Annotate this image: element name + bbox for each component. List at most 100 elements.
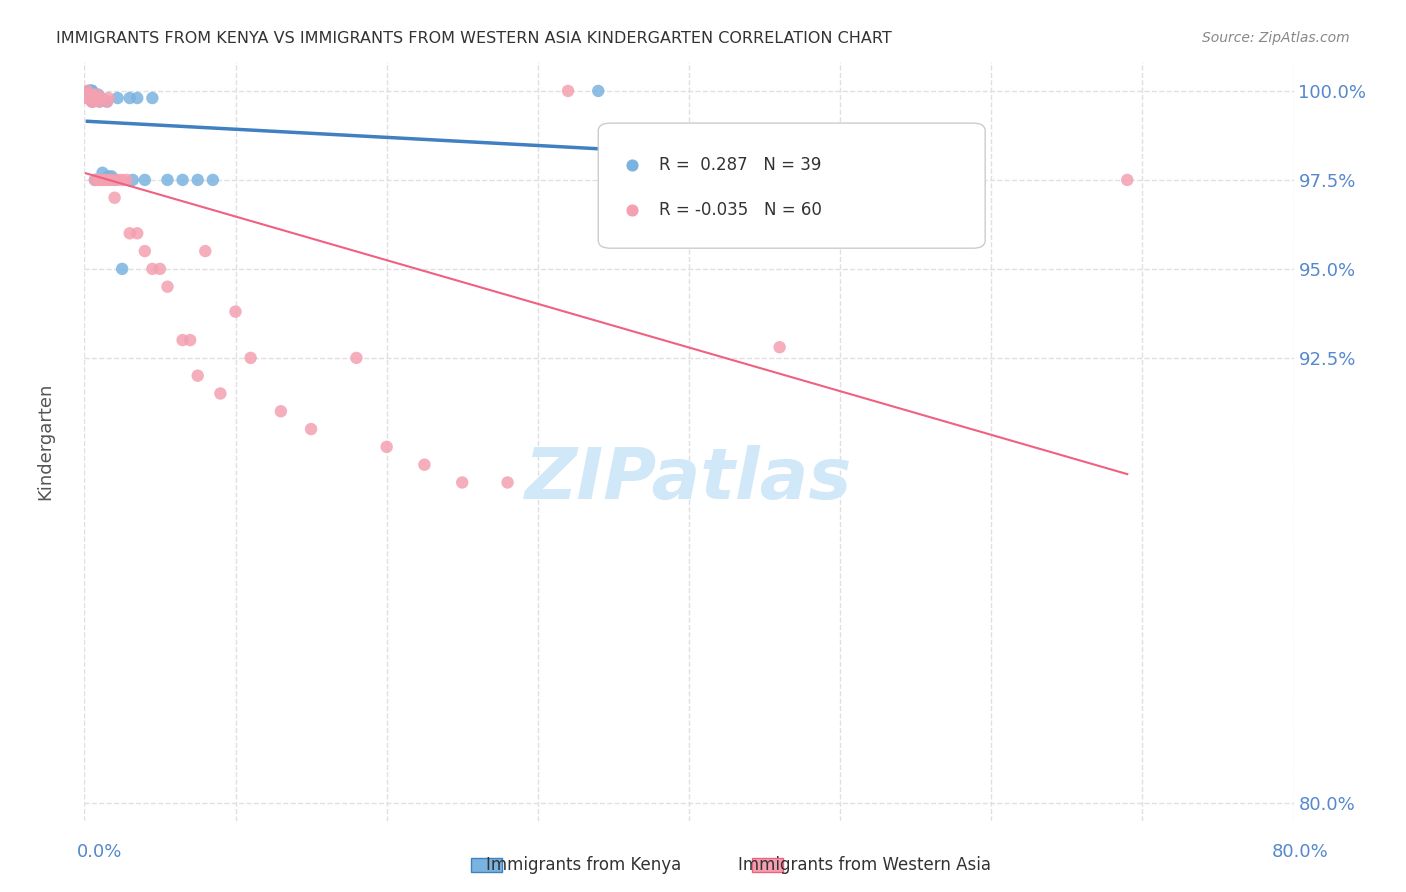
- Point: [80, 95, 103, 109]
- Point: [758, 778, 780, 792]
- Point: [104, 173, 127, 187]
- Text: ZIPatlas: ZIPatlas: [526, 445, 852, 514]
- Point: [86, 87, 108, 102]
- FancyBboxPatch shape: [599, 123, 986, 248]
- Point: [115, 173, 138, 187]
- Point: [96, 95, 118, 109]
- Point: [134, 173, 156, 187]
- Point: [90, 91, 112, 105]
- Point: [172, 173, 194, 187]
- Point: [87, 87, 110, 102]
- Point: [79, 91, 101, 105]
- Point: [97, 91, 120, 105]
- Point: [93, 173, 115, 187]
- Point: [107, 91, 129, 105]
- Point: [76, 87, 98, 102]
- Point: [80, 91, 103, 105]
- Point: [107, 173, 129, 187]
- Point: [588, 84, 610, 98]
- Point: [80, 84, 103, 98]
- Point: [89, 95, 111, 109]
- Text: Immigrants from Kenya: Immigrants from Kenya: [486, 856, 681, 874]
- Point: [79, 91, 101, 105]
- Text: Source: ZipAtlas.com: Source: ZipAtlas.com: [1202, 31, 1350, 45]
- Point: [270, 404, 292, 418]
- Text: R =  0.287   N = 39: R = 0.287 N = 39: [659, 156, 821, 174]
- Point: [82, 91, 104, 105]
- Point: [346, 351, 368, 365]
- Point: [375, 440, 398, 454]
- Text: R = -0.035   N = 60: R = -0.035 N = 60: [659, 202, 821, 219]
- Point: [97, 169, 120, 184]
- Point: [100, 173, 122, 187]
- Point: [118, 227, 141, 241]
- Point: [80, 87, 103, 102]
- Point: [100, 169, 122, 184]
- Point: [127, 91, 149, 105]
- Bar: [471, 858, 502, 872]
- Text: 0.0%: 0.0%: [77, 843, 122, 861]
- Point: [82, 91, 104, 105]
- Point: [111, 261, 134, 276]
- Point: [77, 87, 100, 102]
- Point: [79, 84, 101, 98]
- Point: [89, 173, 111, 187]
- Point: [84, 91, 107, 105]
- Point: [602, 173, 624, 187]
- Point: [80, 95, 103, 109]
- Point: [79, 84, 101, 98]
- Point: [91, 166, 114, 180]
- Point: [194, 244, 217, 259]
- Point: [89, 95, 111, 109]
- Point: [451, 475, 474, 490]
- Point: [118, 91, 141, 105]
- Point: [82, 95, 104, 109]
- Point: [413, 458, 436, 472]
- Point: [172, 333, 194, 347]
- Point: [111, 173, 134, 187]
- Point: [86, 91, 108, 105]
- Point: [86, 91, 108, 105]
- Point: [76, 84, 98, 98]
- Text: IMMIGRANTS FROM KENYA VS IMMIGRANTS FROM WESTERN ASIA KINDERGARTEN CORRELATION C: IMMIGRANTS FROM KENYA VS IMMIGRANTS FROM…: [56, 31, 891, 46]
- Point: [77, 84, 100, 98]
- Point: [141, 91, 163, 105]
- Point: [156, 173, 179, 187]
- Point: [187, 368, 209, 383]
- Point: [149, 261, 172, 276]
- Text: Immigrants from Western Asia: Immigrants from Western Asia: [738, 856, 991, 874]
- Point: [82, 91, 104, 105]
- Bar: [752, 858, 783, 872]
- Point: [179, 333, 201, 347]
- Point: [209, 386, 232, 401]
- Point: [225, 304, 247, 318]
- Point: [96, 95, 118, 109]
- Point: [557, 84, 579, 98]
- Point: [187, 173, 209, 187]
- Point: [87, 91, 110, 105]
- Point: [77, 91, 100, 105]
- Point: [758, 565, 780, 579]
- Point: [84, 173, 107, 187]
- Point: [77, 84, 100, 98]
- Point: [84, 91, 107, 105]
- Point: [76, 87, 98, 102]
- Point: [127, 227, 149, 241]
- Point: [86, 91, 108, 105]
- Point: [80, 87, 103, 102]
- Point: [299, 422, 322, 436]
- Point: [87, 173, 110, 187]
- Point: [80, 84, 103, 98]
- Point: [96, 173, 118, 187]
- Y-axis label: Kindergarten: Kindergarten: [37, 383, 53, 500]
- Point: [1116, 173, 1139, 187]
- Point: [496, 475, 519, 490]
- Point: [79, 87, 101, 102]
- Point: [76, 91, 98, 105]
- Text: 80.0%: 80.0%: [1272, 843, 1329, 861]
- Point: [80, 91, 103, 105]
- Point: [156, 279, 179, 293]
- Point: [134, 244, 156, 259]
- Point: [91, 173, 114, 187]
- Point: [76, 91, 98, 105]
